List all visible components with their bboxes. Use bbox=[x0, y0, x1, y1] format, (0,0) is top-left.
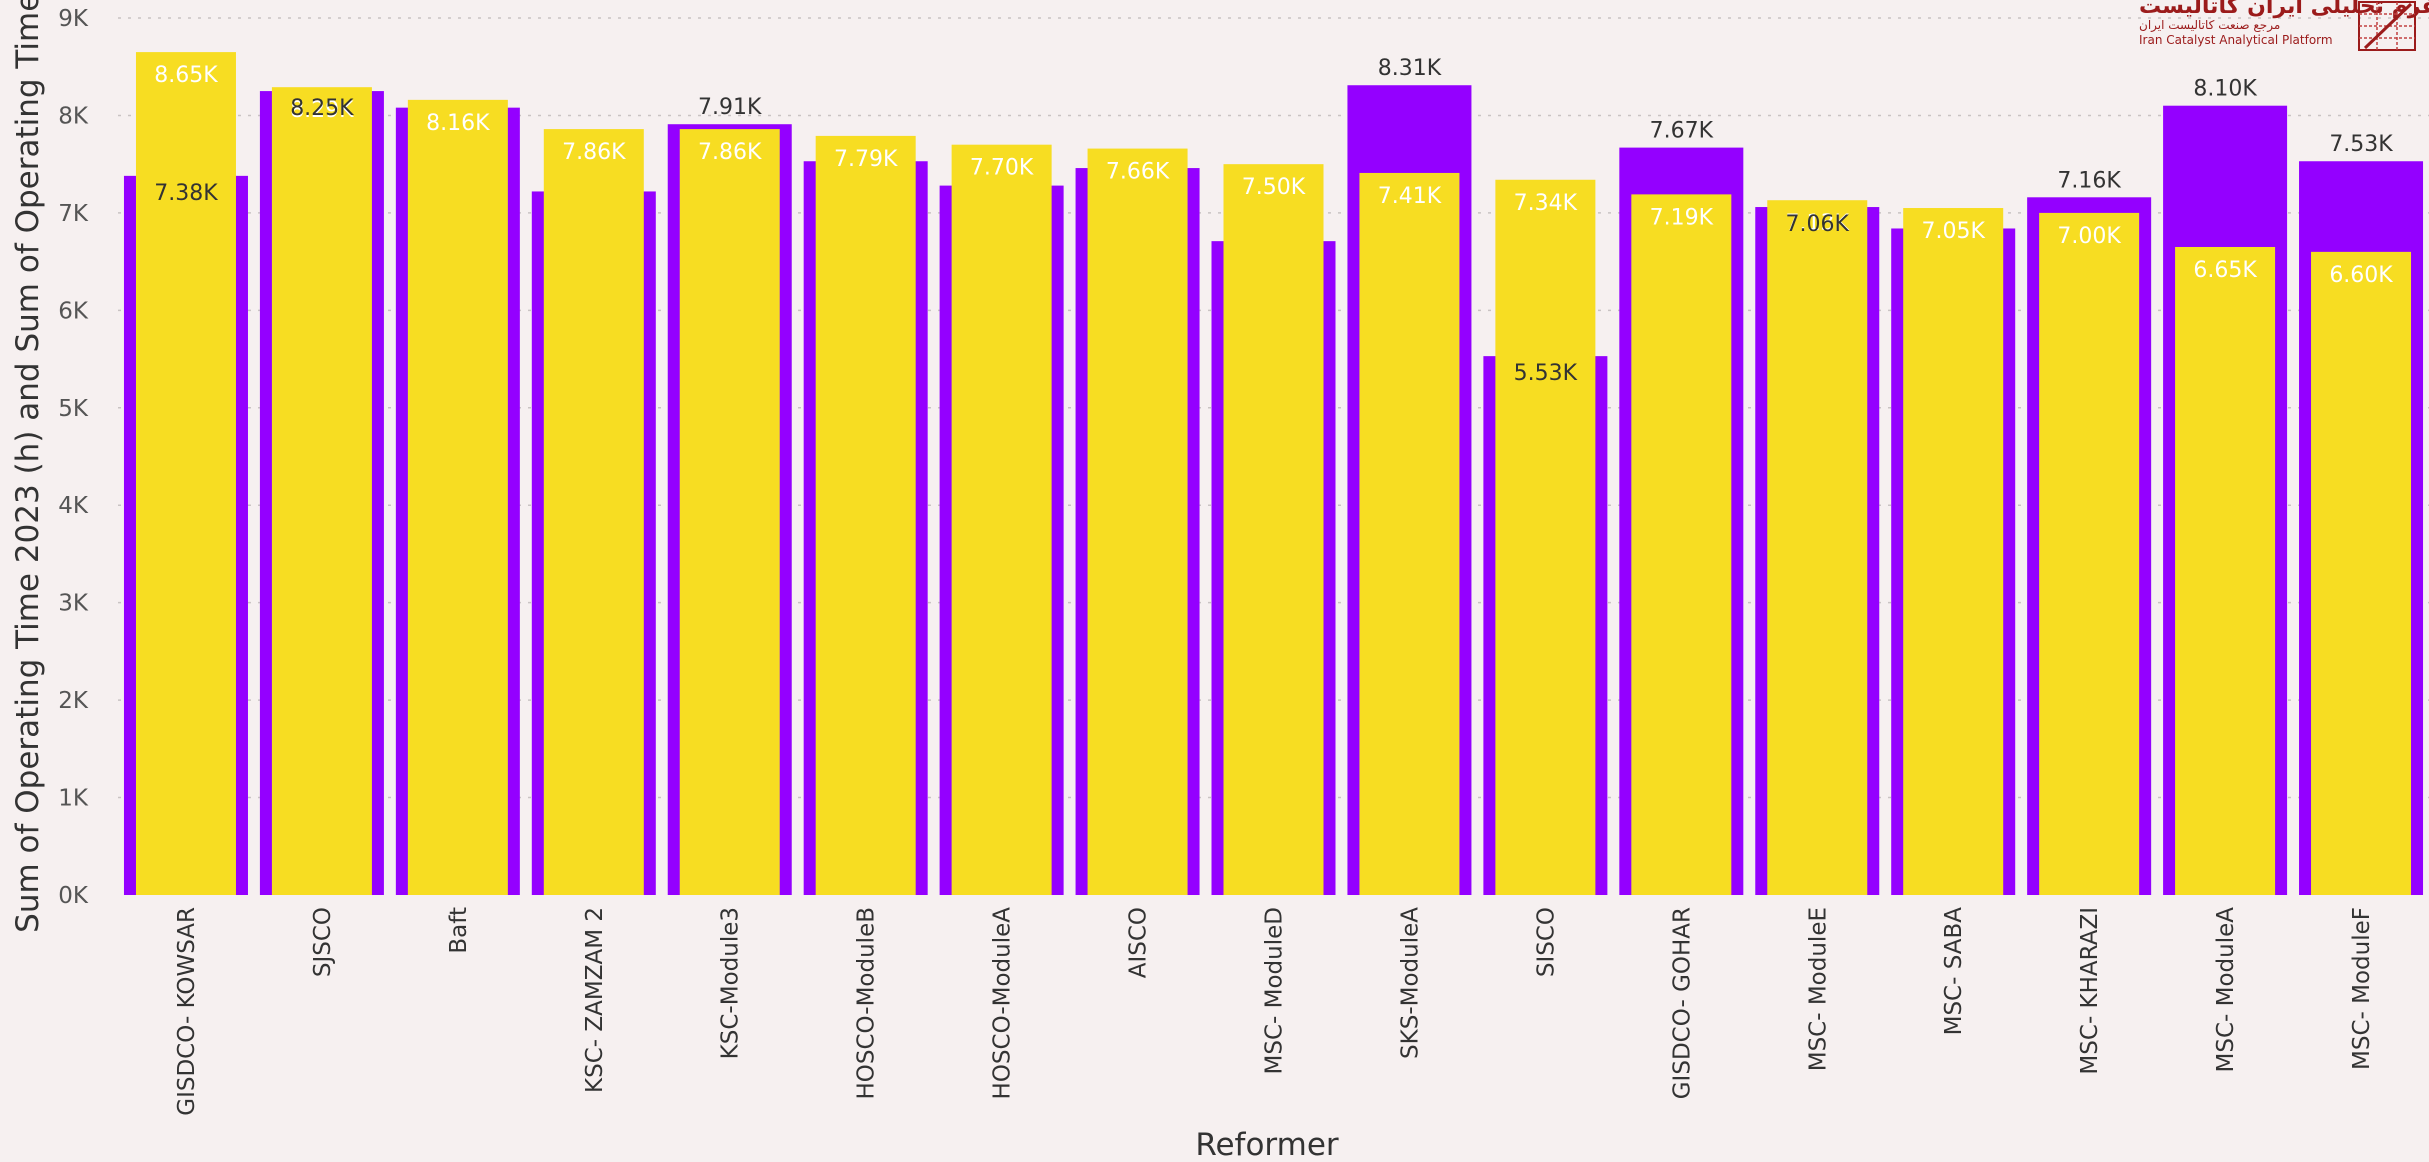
data-label-series-2: 7.86K bbox=[562, 140, 626, 165]
data-label-series-1: 7.16K bbox=[2057, 168, 2121, 193]
data-label-series-1: 8.10K bbox=[2193, 77, 2257, 102]
bar-series-2[interactable] bbox=[1223, 164, 1324, 895]
y-tick-label: 6K bbox=[58, 298, 89, 324]
data-label-series-1: 7.38K bbox=[154, 181, 218, 206]
bar-series-2[interactable] bbox=[271, 87, 372, 896]
y-tick-label: 0K bbox=[58, 883, 89, 909]
bar-series-2[interactable] bbox=[1767, 200, 1868, 895]
brand-logo: پلتفرم تحلیلی ایران کاتالیست مرجع صنعت ک… bbox=[2139, 0, 2429, 60]
x-tick-label: MSC- KHARAZI bbox=[2077, 907, 2103, 1075]
data-label-series-1: 8.31K bbox=[1378, 56, 1442, 81]
bar-series-2[interactable] bbox=[1359, 172, 1460, 896]
data-label-series-2: 7.50K bbox=[1242, 175, 1306, 200]
data-label-series-2: 7.70K bbox=[970, 156, 1034, 181]
bar-series-2[interactable] bbox=[679, 129, 780, 895]
bar-series-2[interactable] bbox=[543, 129, 644, 895]
x-tick-label: SISCO bbox=[1533, 907, 1559, 977]
bar-series-2[interactable] bbox=[1903, 208, 2004, 895]
y-tick-label: 5K bbox=[58, 396, 89, 422]
y-tick-label: 4K bbox=[58, 493, 89, 519]
x-tick-label: MSC- ModuleD bbox=[1262, 907, 1288, 1074]
x-tick-label: GISDCO- KOWSAR bbox=[174, 907, 200, 1116]
data-label-series-1: 5.53K bbox=[1514, 361, 1578, 386]
data-label-series-2: 6.60K bbox=[2329, 263, 2393, 288]
x-tick-label: MSC- ModuleF bbox=[2349, 907, 2375, 1070]
x-tick-label: KSC- ZAMZAM 2 bbox=[582, 907, 608, 1093]
data-label-series-2: 8.16K bbox=[426, 111, 490, 136]
data-label-series-2: 7.19K bbox=[1650, 205, 1714, 230]
y-tick-label: 3K bbox=[58, 591, 89, 617]
data-label-series-1: 7.91K bbox=[698, 95, 762, 120]
bar-series-2[interactable] bbox=[1495, 179, 1596, 895]
y-axis-ticks: 0K 1K 2K 3K 4K 5K 6K 7K 8K 9K bbox=[58, 6, 89, 909]
x-tick-label: KSC-Module3 bbox=[718, 907, 744, 1059]
data-label-series-2: 7.79K bbox=[834, 147, 898, 172]
bar-series-2[interactable] bbox=[135, 52, 236, 896]
y-tick-label: 1K bbox=[58, 786, 89, 812]
y-axis-title: Sum of Operating Time 2023 (h) and Sum o… bbox=[10, 0, 46, 933]
bars bbox=[123, 52, 2424, 896]
x-tick-label: MSC- SABA bbox=[1941, 907, 1967, 1036]
bar-series-2[interactable] bbox=[2311, 251, 2412, 895]
data-label-series-2: 7.13K bbox=[1786, 211, 1850, 236]
bar-series-2[interactable] bbox=[407, 99, 508, 895]
x-tick-label: SKS-ModuleA bbox=[1397, 907, 1423, 1059]
data-label-series-2: 8.65K bbox=[154, 63, 218, 88]
x-tick-label: Baft bbox=[446, 907, 472, 954]
logo-tagline-fa: مرجع صنعت کاتالیست ایران bbox=[2139, 18, 2281, 32]
y-tick-label: 2K bbox=[58, 688, 89, 714]
logo-grid-mark-icon bbox=[2358, 1, 2416, 51]
data-label-series-2: 6.65K bbox=[2193, 258, 2257, 283]
bar-series-2[interactable] bbox=[2175, 246, 2276, 895]
data-label-series-1: 7.53K bbox=[2329, 132, 2393, 157]
x-axis-ticks: GISDCO- KOWSAR SJSCO Baft KSC- ZAMZAM 2 KSC-… bbox=[174, 907, 2375, 1116]
data-label-series-2: 8.29K bbox=[290, 98, 354, 123]
bar-series-2[interactable] bbox=[1631, 194, 1732, 895]
y-tick-label: 7K bbox=[58, 201, 89, 227]
data-label-series-2: 7.05K bbox=[1921, 219, 1985, 244]
data-label-series-1: 7.67K bbox=[1650, 119, 1714, 144]
y-tick-label: 9K bbox=[58, 6, 89, 32]
data-label-series-1: 8.25K bbox=[290, 96, 354, 121]
x-tick-label: GISDCO- GOHAR bbox=[1669, 907, 1695, 1099]
bar-series-2[interactable] bbox=[951, 144, 1052, 895]
x-tick-label: AISCO bbox=[1126, 907, 1152, 978]
data-label-series-2: 7.00K bbox=[2057, 224, 2121, 249]
x-tick-label: MSC- ModuleE bbox=[1805, 907, 1831, 1071]
data-label-series-1: 7.06K bbox=[1786, 212, 1850, 237]
x-tick-label: HOSCO-ModuleA bbox=[990, 907, 1016, 1100]
x-axis-title: Reformer bbox=[1195, 1127, 1339, 1162]
data-label-series-2: 7.86K bbox=[698, 140, 762, 165]
bar-series-2[interactable] bbox=[2039, 212, 2140, 895]
x-tick-label: SJSCO bbox=[310, 907, 336, 977]
logo-name-en: Iran Catalyst Analytical Platform bbox=[2139, 33, 2333, 47]
logo-name-fa: پلتفرم تحلیلی ایران کاتالیست bbox=[2139, 0, 2429, 19]
x-tick-label: HOSCO-ModuleB bbox=[854, 907, 880, 1100]
x-tick-label: MSC- ModuleA bbox=[2213, 907, 2239, 1073]
data-label-series-2: 7.41K bbox=[1378, 184, 1442, 209]
data-label-series-2: 7.34K bbox=[1514, 191, 1578, 216]
bar-series-2[interactable] bbox=[815, 135, 916, 895]
y-tick-label: 8K bbox=[58, 103, 89, 129]
data-label-series-2: 7.66K bbox=[1106, 160, 1170, 185]
bar-series-2[interactable] bbox=[1087, 148, 1188, 895]
